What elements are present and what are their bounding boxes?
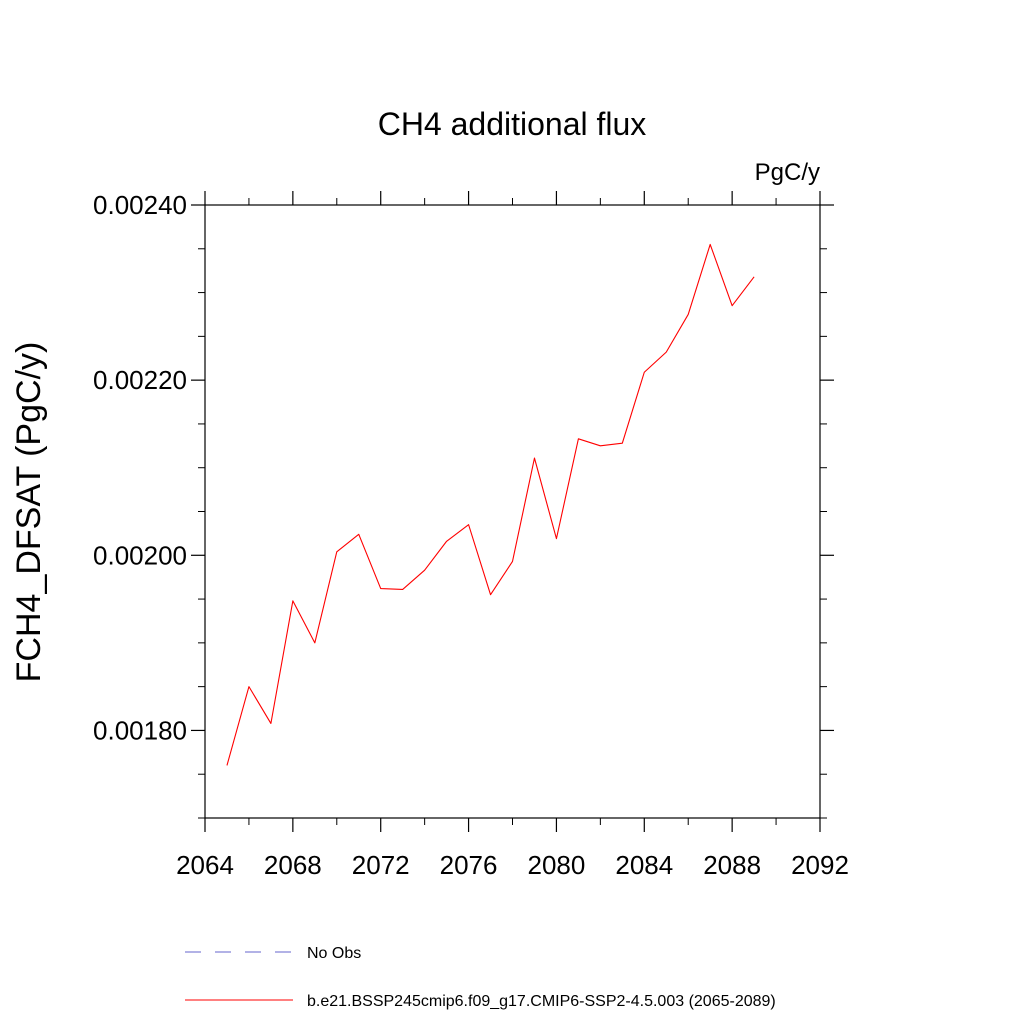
ticks-layer: 2064 2068 2072 2076 2080 2084 2088 2092 0.00180 0… (93, 190, 849, 880)
y-axis-label: FCH4_DFSAT (PgC/y) (10, 342, 48, 683)
plot-frame (204, 204, 821, 819)
x-tick-label: 2064 (176, 850, 234, 880)
x-tick-label: 2088 (703, 850, 761, 880)
x-tick-label: 2072 (352, 850, 410, 880)
legend-label: b.e21.BSSP245cmip6.f09_g17.CMIP6-SSP2-4.… (307, 993, 776, 1010)
units-label: PgC/y (755, 159, 820, 186)
y-tick-label: 0.00180 (93, 715, 187, 745)
series-line (226, 243, 755, 766)
x-tick-label: 2092 (791, 850, 849, 880)
y-tick-label: 0.00240 (93, 190, 187, 220)
chart-title: CH4 additional flux (378, 106, 647, 142)
x-tick-label: 2084 (615, 850, 673, 880)
legend-label: No Obs (307, 945, 361, 962)
x-tick-label: 2076 (440, 850, 498, 880)
x-tick-label: 2068 (264, 850, 322, 880)
x-tick-label: 2080 (528, 850, 586, 880)
series-layer (226, 243, 755, 766)
y-tick-label: 0.00220 (93, 365, 187, 395)
legend: No Obs b.e21.BSSP245cmip6.f09_g17.CMIP6-S… (185, 945, 776, 1010)
y-tick-label: 0.00200 (93, 540, 187, 570)
